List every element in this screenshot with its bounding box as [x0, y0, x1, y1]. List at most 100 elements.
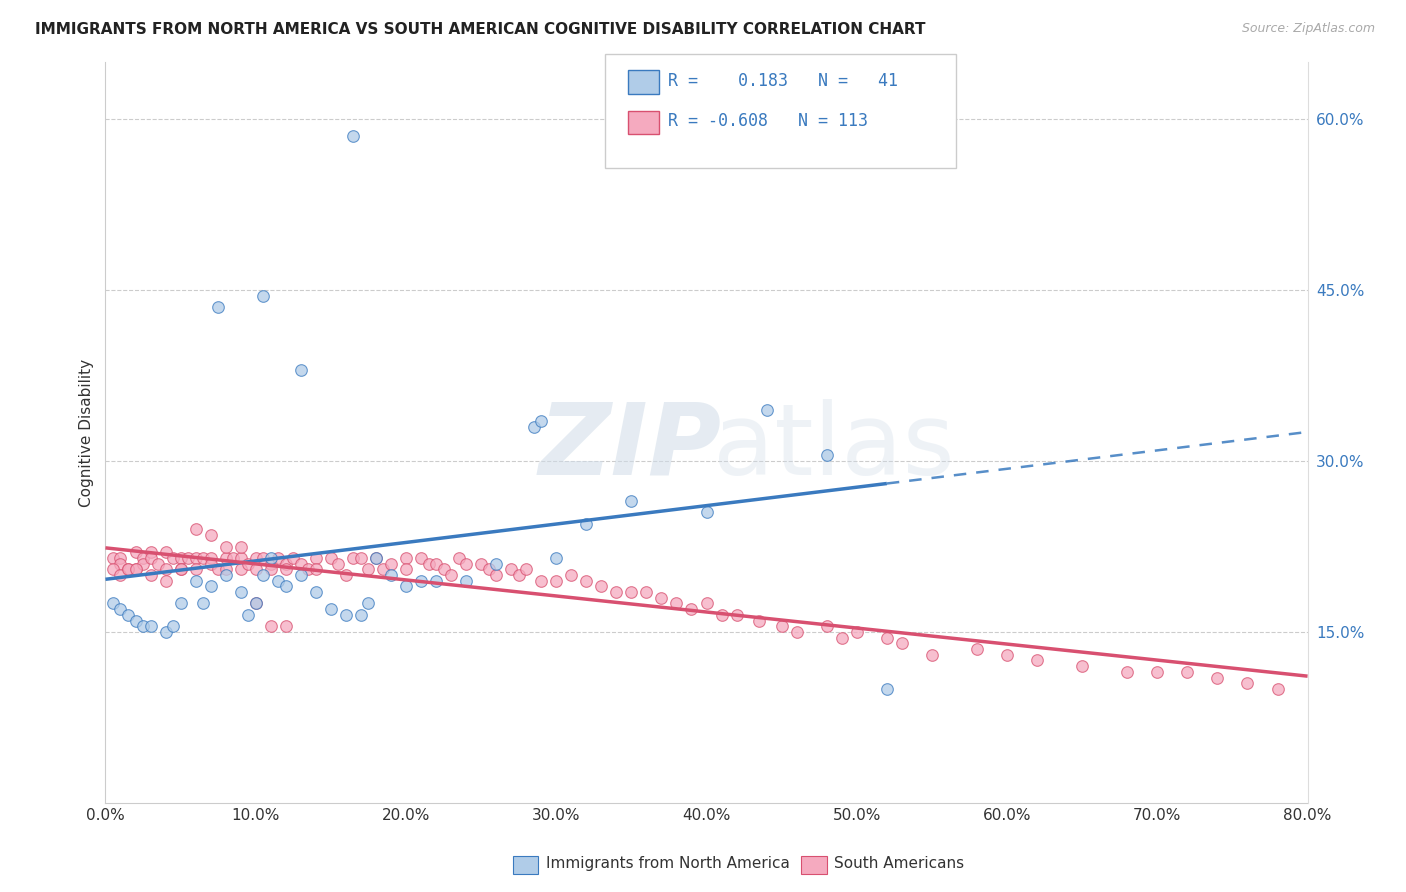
Point	[575, 516, 598, 531]
Point	[425, 557, 447, 571]
Point	[267, 550, 290, 565]
Point	[1146, 665, 1168, 679]
Point	[620, 585, 643, 599]
Point	[501, 562, 523, 576]
Point	[214, 550, 236, 565]
Point	[245, 597, 267, 611]
Point	[184, 550, 207, 565]
Point	[470, 557, 492, 571]
Point	[177, 550, 200, 565]
Point	[110, 550, 132, 565]
Point	[1116, 665, 1139, 679]
Point	[229, 540, 252, 554]
Point	[139, 619, 162, 633]
Point	[139, 550, 162, 565]
Point	[478, 562, 501, 576]
Point	[110, 602, 132, 616]
Point	[440, 568, 463, 582]
Point	[139, 545, 162, 559]
Point	[191, 550, 214, 565]
Point	[770, 619, 793, 633]
Point	[1026, 653, 1049, 667]
Point	[200, 528, 222, 542]
Point	[995, 648, 1018, 662]
Point	[101, 562, 124, 576]
Point	[162, 550, 184, 565]
Point	[364, 550, 387, 565]
Point	[146, 557, 169, 571]
Point	[184, 562, 207, 576]
Point	[124, 562, 146, 576]
Point	[238, 607, 260, 622]
Point	[117, 562, 139, 576]
Point	[432, 562, 454, 576]
Point	[155, 624, 177, 639]
Point	[357, 597, 380, 611]
Point	[876, 631, 898, 645]
Point	[252, 568, 274, 582]
Point	[1236, 676, 1258, 690]
Point	[252, 550, 274, 565]
Point	[523, 420, 546, 434]
Point	[124, 562, 146, 576]
Point	[110, 568, 132, 582]
Point	[620, 494, 643, 508]
Point	[283, 550, 305, 565]
Point	[155, 562, 177, 576]
Text: South Americans: South Americans	[834, 856, 965, 871]
Point	[101, 597, 124, 611]
Point	[290, 557, 312, 571]
Point	[1071, 659, 1094, 673]
Point	[260, 550, 283, 565]
Point	[274, 557, 297, 571]
Text: Immigrants from North America: Immigrants from North America	[546, 856, 789, 871]
Point	[395, 579, 418, 593]
Point	[845, 624, 868, 639]
Point	[335, 568, 357, 582]
Point	[890, 636, 912, 650]
Point	[117, 562, 139, 576]
Point	[260, 619, 283, 633]
Point	[305, 550, 328, 565]
Point	[260, 562, 283, 576]
Point	[454, 557, 477, 571]
Point	[169, 562, 191, 576]
Point	[357, 562, 380, 576]
Point	[350, 550, 373, 565]
Point	[454, 574, 477, 588]
Point	[530, 414, 553, 428]
Point	[342, 550, 364, 565]
Point	[725, 607, 748, 622]
Point	[274, 619, 297, 633]
Point	[342, 129, 364, 144]
Text: ZIP: ZIP	[538, 399, 721, 496]
Point	[380, 568, 402, 582]
Point	[169, 550, 191, 565]
Point	[380, 557, 402, 571]
Point	[418, 557, 440, 571]
Point	[876, 681, 898, 696]
Point	[591, 579, 613, 593]
Point	[530, 574, 553, 588]
Point	[425, 574, 447, 588]
Point	[409, 550, 432, 565]
Point	[191, 597, 214, 611]
Point	[214, 562, 236, 576]
Point	[1175, 665, 1198, 679]
Point	[124, 614, 146, 628]
Point	[245, 597, 267, 611]
Point	[508, 568, 530, 582]
Point	[222, 550, 245, 565]
Point	[184, 523, 207, 537]
Point	[200, 557, 222, 571]
Point	[921, 648, 943, 662]
Point	[636, 585, 658, 599]
Point	[101, 550, 124, 565]
Text: Source: ZipAtlas.com: Source: ZipAtlas.com	[1241, 22, 1375, 36]
Point	[214, 568, 236, 582]
Point	[1206, 671, 1229, 685]
Point	[214, 540, 236, 554]
Point	[155, 545, 177, 559]
Point	[238, 557, 260, 571]
Point	[139, 568, 162, 582]
